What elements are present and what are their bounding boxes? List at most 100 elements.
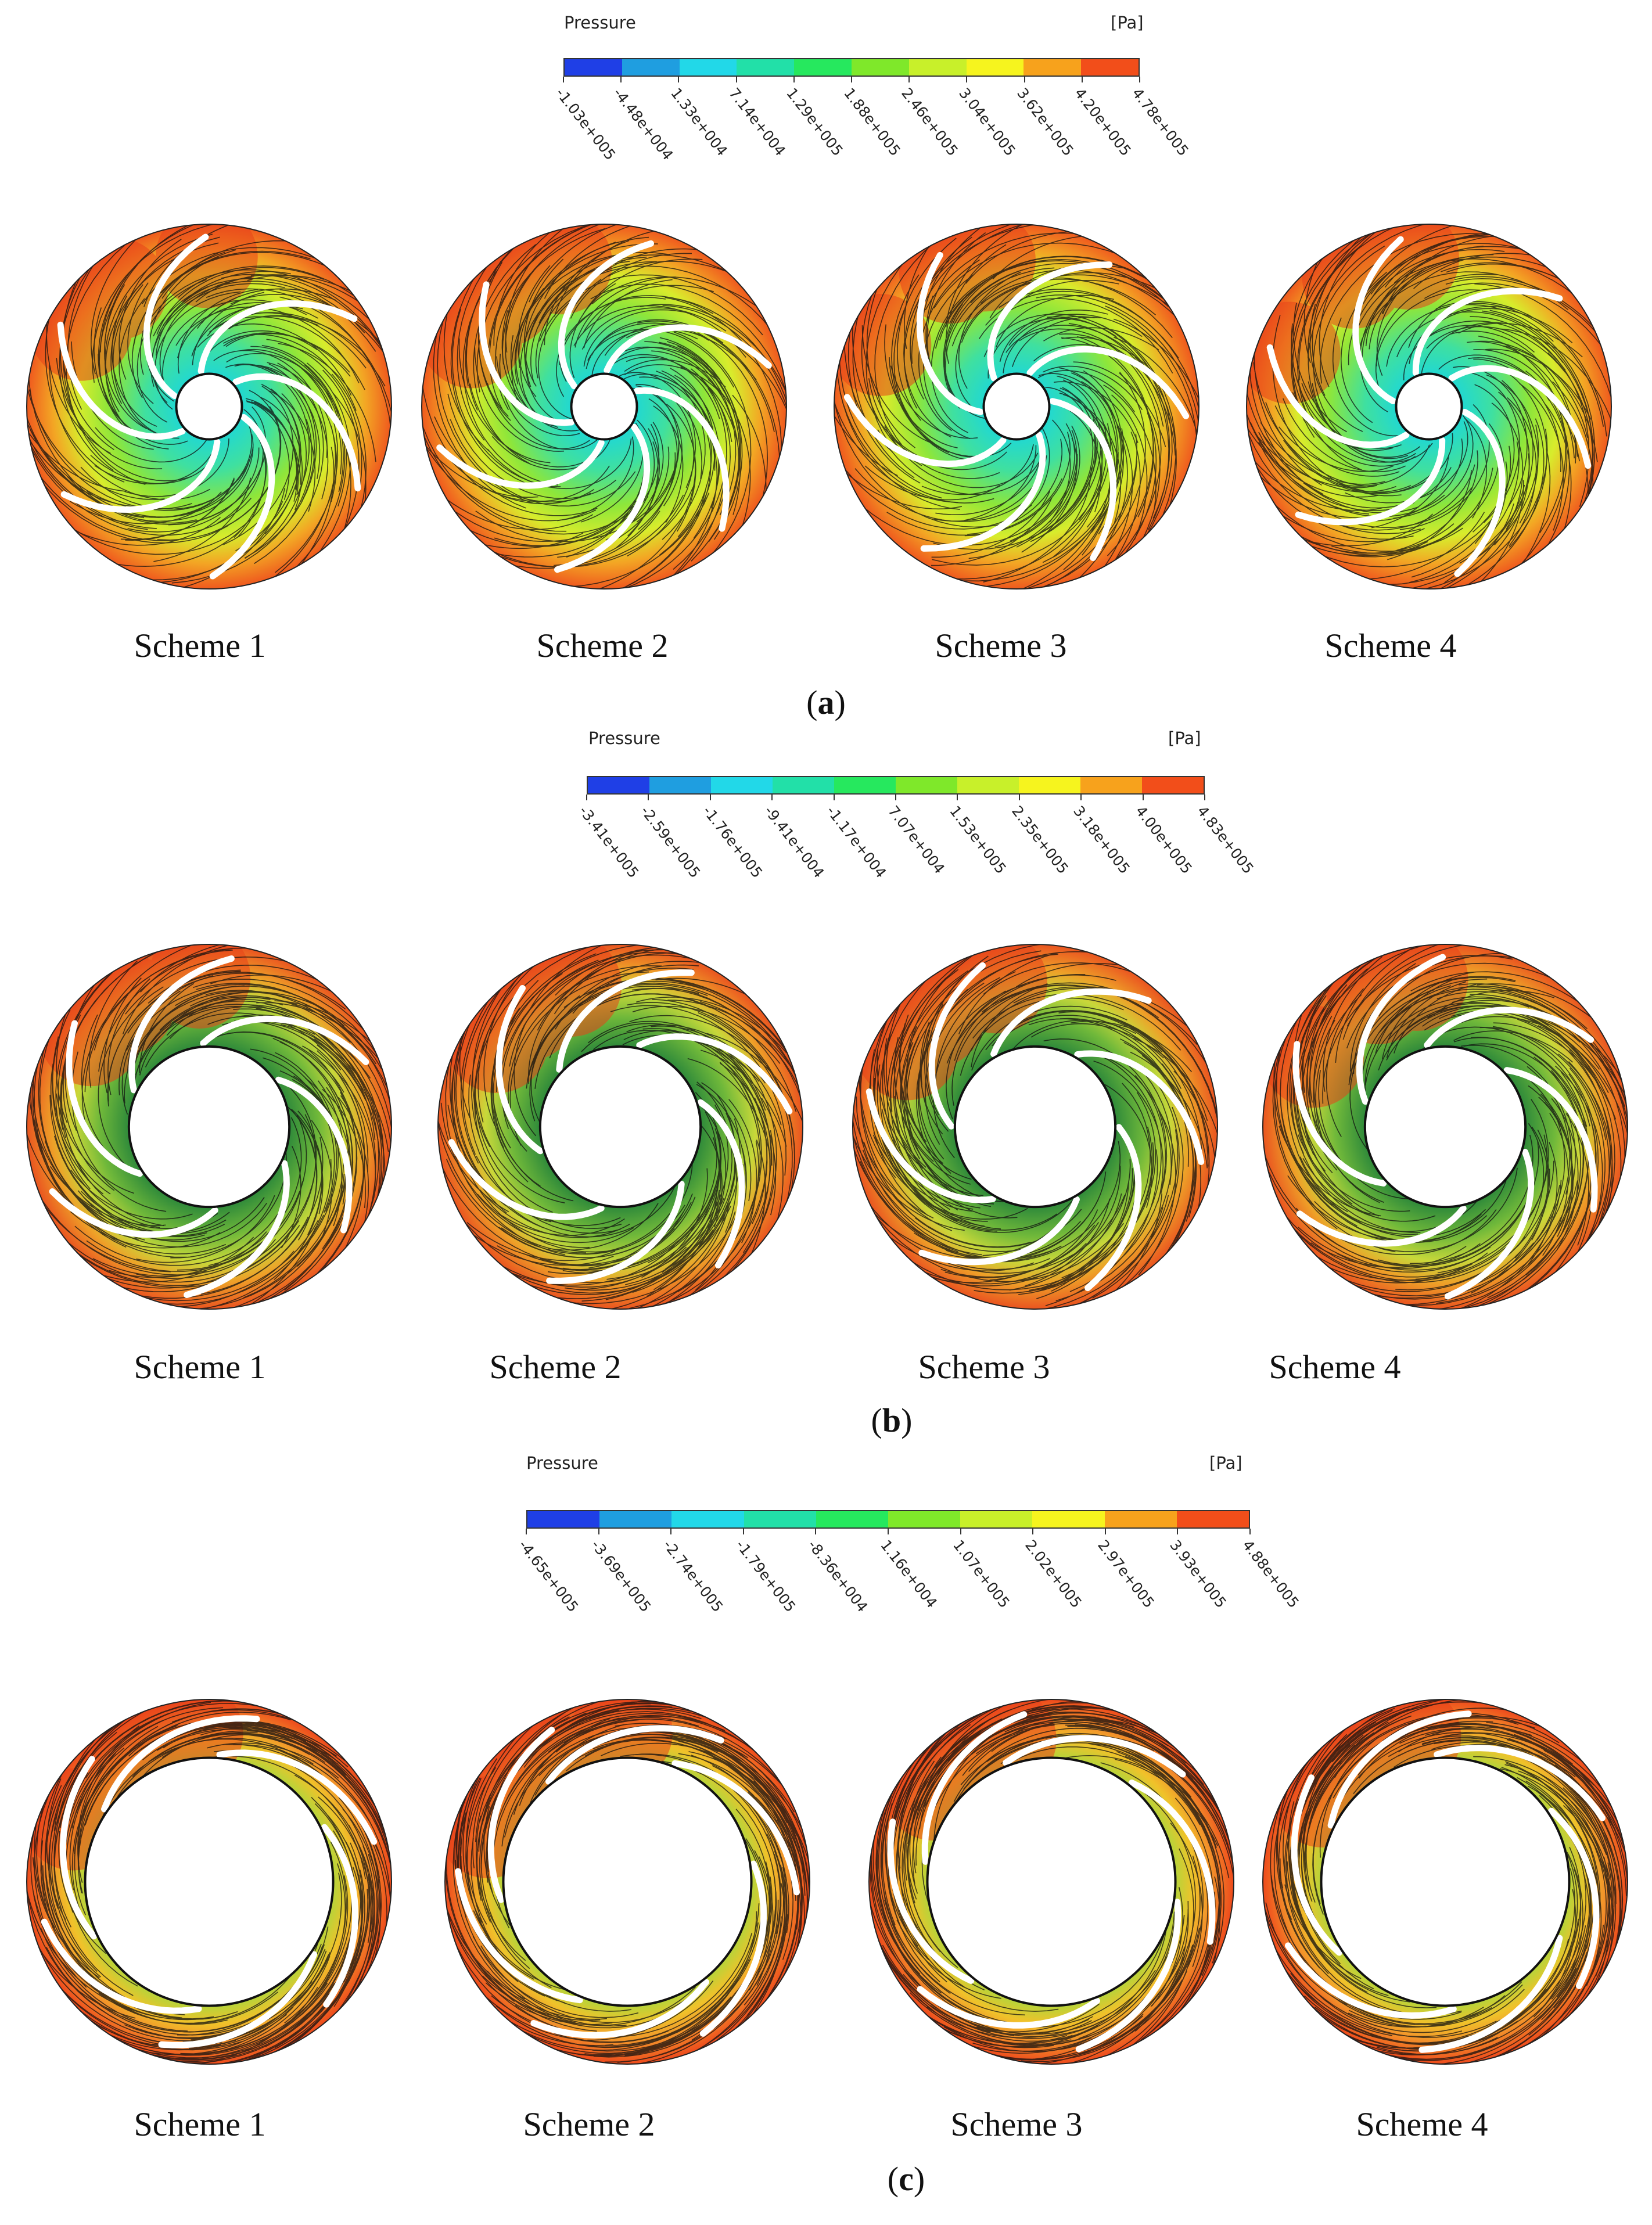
panel-label-c: (c) bbox=[887, 2160, 925, 2198]
colorbar-tick-label: -9.41e+004 bbox=[761, 803, 828, 882]
colorbar-segment bbox=[1142, 777, 1204, 793]
colorbar-tick bbox=[1018, 795, 1020, 800]
colorbar-segment bbox=[851, 59, 909, 76]
colorbar-tick bbox=[598, 1529, 599, 1534]
colorbar-unit: [Pa] bbox=[1168, 728, 1201, 748]
colorbar-tick bbox=[815, 1529, 817, 1534]
scheme-label: Scheme 2 bbox=[536, 627, 669, 664]
blade bbox=[920, 432, 1046, 552]
impeller-b-2 bbox=[437, 944, 803, 1310]
blade bbox=[1295, 437, 1446, 526]
blade bbox=[671, 1760, 800, 1896]
blade bbox=[197, 300, 358, 375]
colorbar-segment bbox=[773, 777, 834, 793]
colorbar-tick-label: 1.88e+005 bbox=[841, 85, 904, 159]
colorbar-tick-label: 1.29e+005 bbox=[782, 85, 846, 159]
colorbar-segment bbox=[960, 1511, 1033, 1527]
colorbar-segment bbox=[816, 1511, 889, 1527]
scheme-label: Scheme 1 bbox=[134, 627, 266, 664]
blade bbox=[60, 438, 221, 513]
blade bbox=[448, 1139, 605, 1220]
impeller-b-4 bbox=[1262, 944, 1628, 1310]
colorbar-tick-label: 4.20e+005 bbox=[1071, 85, 1134, 159]
hub bbox=[538, 1045, 702, 1209]
blade bbox=[1448, 365, 1592, 469]
colorbar-tick-label: 4.78e+005 bbox=[1129, 85, 1193, 159]
colorbar-tick bbox=[526, 1529, 527, 1534]
hub bbox=[502, 1756, 753, 2007]
scheme-label: Scheme 3 bbox=[918, 1348, 1050, 1386]
colorbar-tick-label: 3.93e+005 bbox=[1166, 1537, 1230, 1611]
colorbar-tick bbox=[648, 795, 649, 800]
panel-label-b: (b) bbox=[871, 1401, 913, 1439]
hub bbox=[84, 1756, 335, 2007]
hub bbox=[1395, 372, 1463, 441]
blade bbox=[487, 1727, 555, 1903]
blade bbox=[1352, 236, 1404, 404]
blade bbox=[699, 1860, 767, 2037]
colorbar-tick bbox=[1104, 1529, 1106, 1534]
colorbar-segment bbox=[744, 1511, 816, 1527]
colorbar-segment bbox=[896, 777, 957, 793]
blade bbox=[184, 1160, 290, 1298]
colorbar-segment bbox=[649, 777, 711, 793]
blade bbox=[1003, 1735, 1186, 1778]
hub bbox=[982, 372, 1051, 441]
blade bbox=[633, 387, 730, 532]
colorbar-segment bbox=[1032, 1511, 1105, 1527]
blade bbox=[495, 985, 544, 1155]
colorbar-tick-label: -2.74e+005 bbox=[660, 1537, 727, 1616]
colorbar-tick-label: -1.79e+005 bbox=[732, 1537, 799, 1616]
blade bbox=[1434, 1745, 1606, 1821]
colorbar-tick bbox=[793, 77, 795, 82]
colorbar-tick bbox=[742, 1529, 744, 1534]
colorbar-tick bbox=[709, 795, 711, 800]
hub bbox=[926, 1756, 1177, 2007]
colorbar-tick-label: -1.03e+005 bbox=[552, 85, 619, 164]
hub bbox=[175, 372, 243, 441]
colorbar-unit: [Pa] bbox=[1209, 1453, 1242, 1473]
blade bbox=[66, 1020, 143, 1177]
hub bbox=[1363, 1045, 1527, 1209]
colorbar-segment bbox=[1104, 1511, 1177, 1527]
colorbar-tick-label: 3.18e+005 bbox=[1070, 803, 1134, 877]
colorbar-tick-label: 2.97e+005 bbox=[1094, 1537, 1158, 1611]
colorbar-tick bbox=[678, 77, 680, 82]
impeller-a-4 bbox=[1246, 224, 1612, 590]
colorbar-tick bbox=[957, 795, 958, 800]
impeller-c-2 bbox=[444, 1699, 810, 2065]
hub bbox=[570, 372, 638, 441]
colorbar-tick bbox=[1023, 77, 1025, 82]
colorbar-segment bbox=[737, 59, 795, 76]
colorbar-segment bbox=[599, 1511, 672, 1527]
colorbar-segment bbox=[966, 59, 1024, 76]
colorbar-tick-label: -4.65e+005 bbox=[515, 1537, 582, 1616]
blade bbox=[479, 281, 575, 426]
hub bbox=[953, 1045, 1117, 1209]
colorbar-segment bbox=[588, 777, 649, 793]
blade bbox=[275, 1076, 353, 1234]
colorbar-gradient bbox=[563, 58, 1140, 77]
blade bbox=[1327, 1710, 1472, 1829]
impeller-c-4 bbox=[1262, 1699, 1628, 2065]
blade bbox=[1266, 344, 1410, 448]
blade bbox=[558, 240, 654, 390]
colorbar-segment bbox=[679, 59, 737, 76]
blade bbox=[1128, 1780, 1216, 1945]
colorbar-tick bbox=[833, 795, 835, 800]
colorbar-segment bbox=[1080, 777, 1142, 793]
blade bbox=[1291, 1774, 1342, 1956]
blade bbox=[554, 423, 651, 573]
blade bbox=[865, 1088, 996, 1203]
colorbar-unit: [Pa] bbox=[1111, 13, 1144, 33]
blade bbox=[1454, 409, 1506, 577]
blade bbox=[143, 233, 209, 399]
hub bbox=[1320, 1756, 1571, 2007]
scheme-label: Scheme 4 bbox=[1324, 627, 1457, 664]
blade bbox=[918, 1196, 1080, 1266]
colorbar-segment bbox=[1019, 777, 1080, 793]
colorbar-tick bbox=[1142, 795, 1144, 800]
colorbar-tick bbox=[1032, 1529, 1034, 1534]
blade bbox=[436, 439, 605, 489]
colorbar-tick bbox=[908, 77, 910, 82]
